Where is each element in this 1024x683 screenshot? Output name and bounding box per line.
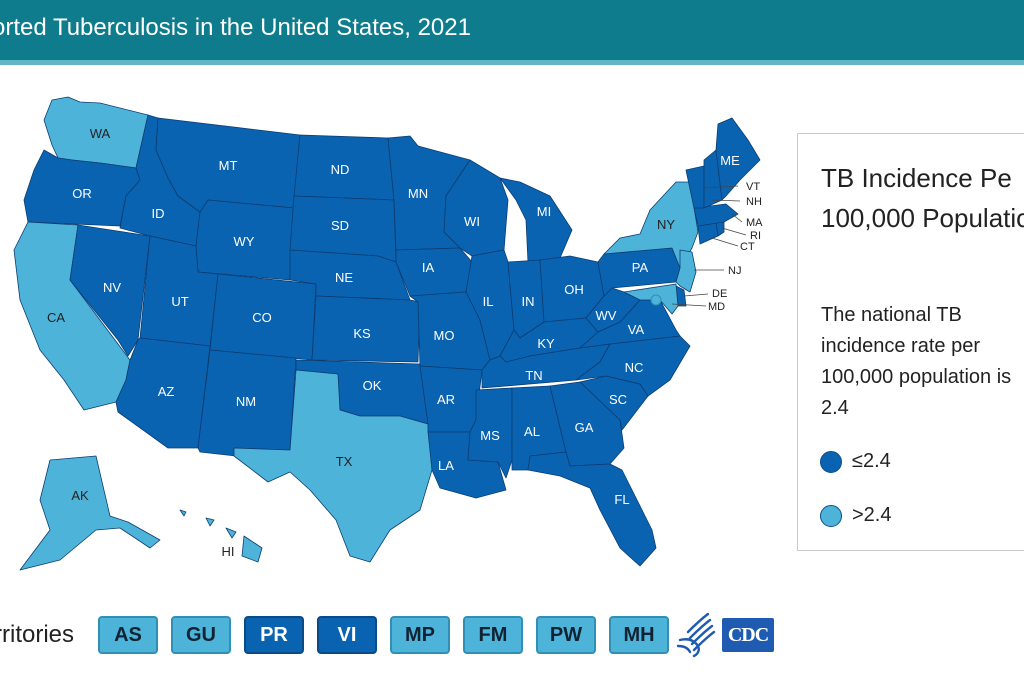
state-label: WI <box>464 214 480 229</box>
state-label: MT <box>219 158 238 173</box>
legend-note: The national TB incidence rate per 100,0… <box>821 304 1012 419</box>
territory-button-pw[interactable]: PW <box>536 616 596 654</box>
state-label: CT <box>740 241 755 253</box>
state-label: GA <box>575 420 594 435</box>
state-label: NJ <box>728 265 741 277</box>
hhs-eagle-icon <box>676 612 716 658</box>
state-label: MD <box>708 301 725 313</box>
state-labels: WA OR CA NV ID MT WY UT AZ CO NM ND SD N… <box>47 126 740 507</box>
us-map: WA OR CA NV ID MT WY UT AZ CO NM ND SD N… <box>0 80 790 600</box>
header-bar: orted Tuberculosis in the United States,… <box>0 0 1024 65</box>
state-TX[interactable] <box>233 369 433 563</box>
state-label: MI <box>537 204 551 219</box>
state-label: OR <box>72 186 92 201</box>
state-label: MN <box>408 186 428 201</box>
state-label: NC <box>625 360 644 375</box>
state-MI[interactable] <box>499 177 573 263</box>
territory-button-vi[interactable]: VI <box>317 616 377 654</box>
state-label: PA <box>632 260 649 275</box>
state-ME[interactable] <box>715 117 761 201</box>
state-label: VT <box>746 181 760 193</box>
label-leaders <box>671 185 747 307</box>
territory-button-pr[interactable]: PR <box>244 616 304 654</box>
state-AK[interactable] <box>19 455 161 571</box>
state-label: DE <box>712 288 727 300</box>
territory-button-mp[interactable]: MP <box>390 616 450 654</box>
state-label: TX <box>336 454 353 469</box>
state-label: SD <box>331 218 349 233</box>
state-label: MO <box>434 328 455 343</box>
state-label: WA <box>90 126 111 141</box>
state-label: CO <box>252 310 272 325</box>
cdc-logo[interactable]: CDC <box>722 618 774 652</box>
state-label: RI <box>750 230 761 242</box>
legend-item-high[interactable]: >2.4 <box>820 504 891 527</box>
territory-button-mh[interactable]: MH <box>609 616 669 654</box>
state-NC[interactable] <box>575 335 691 397</box>
state-label: NE <box>335 270 353 285</box>
state-label: MS <box>480 428 500 443</box>
state-label: TN <box>525 368 542 383</box>
state-label: OK <box>363 378 382 393</box>
state-label: HI <box>222 544 235 559</box>
state-label: IN <box>522 294 535 309</box>
state-FL[interactable] <box>527 451 657 567</box>
state-label: NV <box>103 280 121 295</box>
state-label: AK <box>71 488 89 503</box>
state-label: ME <box>720 153 740 168</box>
state-label: CA <box>47 310 65 325</box>
territory-button-as[interactable]: AS <box>98 616 158 654</box>
state-label: AR <box>437 392 455 407</box>
state-label: ND <box>331 162 350 177</box>
state-label: IL <box>483 294 494 309</box>
legend-panel: TB Incidence Pe 100,000 Population The n… <box>797 133 1024 551</box>
state-label: AL <box>524 424 540 439</box>
page-title: orted Tuberculosis in the United States,… <box>0 14 471 41</box>
territory-buttons: AS GU PR VI MP FM PW MH <box>98 616 669 654</box>
state-callout-labels: VT NH MA RI CT NJ DE MD <box>708 181 763 313</box>
legend-swatch-high <box>820 504 842 527</box>
territory-button-fm[interactable]: FM <box>463 616 523 654</box>
state-label: ID <box>152 206 165 221</box>
state-label: NY <box>657 217 675 232</box>
state-label: AZ <box>158 384 175 399</box>
state-label: KY <box>537 336 555 351</box>
territory-button-gu[interactable]: GU <box>171 616 231 654</box>
state-label: UT <box>171 294 188 309</box>
state-label: KS <box>353 326 371 341</box>
legend-item-low[interactable]: ≤2.4 <box>820 450 891 473</box>
legend-label-low: ≤2.4 <box>852 450 891 472</box>
dc-marker <box>650 294 662 306</box>
legend-title: TB Incidence Pe 100,000 Population <box>821 163 1024 233</box>
legend-swatch-low <box>820 450 842 473</box>
territories-label: rritories <box>0 621 75 648</box>
state-label: MA <box>746 217 763 229</box>
state-HI[interactable] <box>179 509 263 563</box>
state-label: IA <box>422 260 435 275</box>
state-label: SC <box>609 392 627 407</box>
state-label: WY <box>234 234 255 249</box>
state-label: WV <box>596 308 617 323</box>
state-MA[interactable] <box>693 203 739 227</box>
state-label: OH <box>564 282 584 297</box>
state-labels-ak-hi: AK HI <box>71 488 234 559</box>
state-NJ[interactable] <box>675 249 697 293</box>
state-label: NH <box>746 196 762 208</box>
legend-label-high: >2.4 <box>852 504 892 526</box>
state-label: LA <box>438 458 454 473</box>
state-label: FL <box>614 492 629 507</box>
state-label: VA <box>628 322 645 337</box>
state-label: NM <box>236 394 256 409</box>
